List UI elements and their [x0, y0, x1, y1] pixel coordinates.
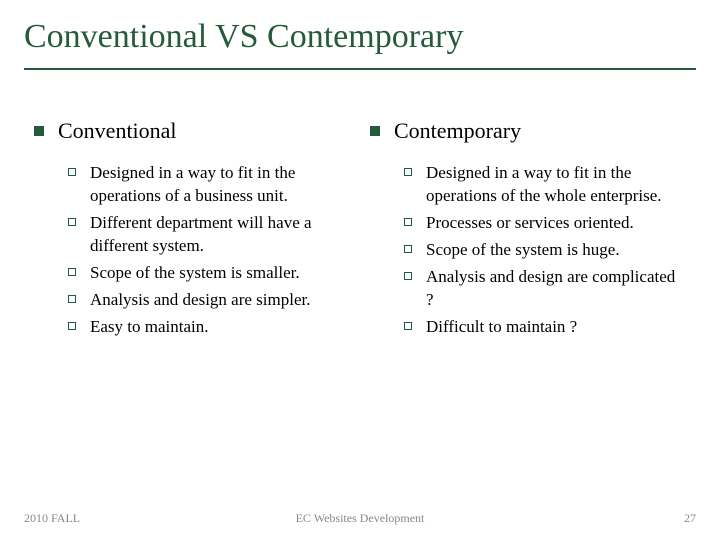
hollow-square-icon: [404, 322, 412, 330]
list-item: Scope of the system is smaller.: [68, 262, 350, 285]
list-item: Easy to maintain.: [68, 316, 350, 339]
item-text: Difficult to maintain ?: [426, 316, 577, 339]
column-conventional: Conventional Designed in a way to fit in…: [34, 118, 350, 343]
section-title-text: Contemporary: [394, 118, 521, 144]
hollow-square-icon: [68, 295, 76, 303]
item-text: Processes or services oriented.: [426, 212, 634, 235]
square-bullet-icon: [34, 126, 44, 136]
item-list: Designed in a way to fit in the operatio…: [370, 162, 686, 339]
hollow-square-icon: [404, 272, 412, 280]
list-item: Designed in a way to fit in the operatio…: [68, 162, 350, 208]
hollow-square-icon: [404, 168, 412, 176]
list-item: Analysis and design are complicated ?: [404, 266, 686, 312]
list-item: Difficult to maintain ?: [404, 316, 686, 339]
section-heading: Conventional: [34, 118, 350, 144]
square-bullet-icon: [370, 126, 380, 136]
hollow-square-icon: [404, 245, 412, 253]
item-text: Analysis and design are complicated ?: [426, 266, 686, 312]
list-item: Analysis and design are simpler.: [68, 289, 350, 312]
footer-left-text: 2010 FALL: [24, 511, 80, 526]
item-text: Designed in a way to fit in the operatio…: [90, 162, 350, 208]
section-title-text: Conventional: [58, 118, 177, 144]
footer-page-number: 27: [684, 511, 696, 526]
footer-center-text: EC Websites Development: [296, 511, 425, 526]
hollow-square-icon: [404, 218, 412, 226]
list-item: Different department will have a differe…: [68, 212, 350, 258]
item-text: Analysis and design are simpler.: [90, 289, 311, 312]
item-list: Designed in a way to fit in the operatio…: [34, 162, 350, 339]
section-heading: Contemporary: [370, 118, 686, 144]
hollow-square-icon: [68, 218, 76, 226]
hollow-square-icon: [68, 322, 76, 330]
hollow-square-icon: [68, 268, 76, 276]
item-text: Scope of the system is huge.: [426, 239, 620, 262]
item-text: Scope of the system is smaller.: [90, 262, 300, 285]
list-item: Processes or services oriented.: [404, 212, 686, 235]
list-item: Designed in a way to fit in the operatio…: [404, 162, 686, 208]
slide-footer: 2010 FALL EC Websites Development 27: [0, 511, 720, 526]
item-text: Designed in a way to fit in the operatio…: [426, 162, 686, 208]
title-underline: [24, 68, 696, 70]
slide-title: Conventional VS Contemporary: [24, 18, 696, 66]
content-columns: Conventional Designed in a way to fit in…: [24, 118, 696, 343]
slide: Conventional VS Contemporary Conventiona…: [0, 0, 720, 540]
item-text: Different department will have a differe…: [90, 212, 350, 258]
item-text: Easy to maintain.: [90, 316, 209, 339]
hollow-square-icon: [68, 168, 76, 176]
column-contemporary: Contemporary Designed in a way to fit in…: [370, 118, 686, 343]
list-item: Scope of the system is huge.: [404, 239, 686, 262]
